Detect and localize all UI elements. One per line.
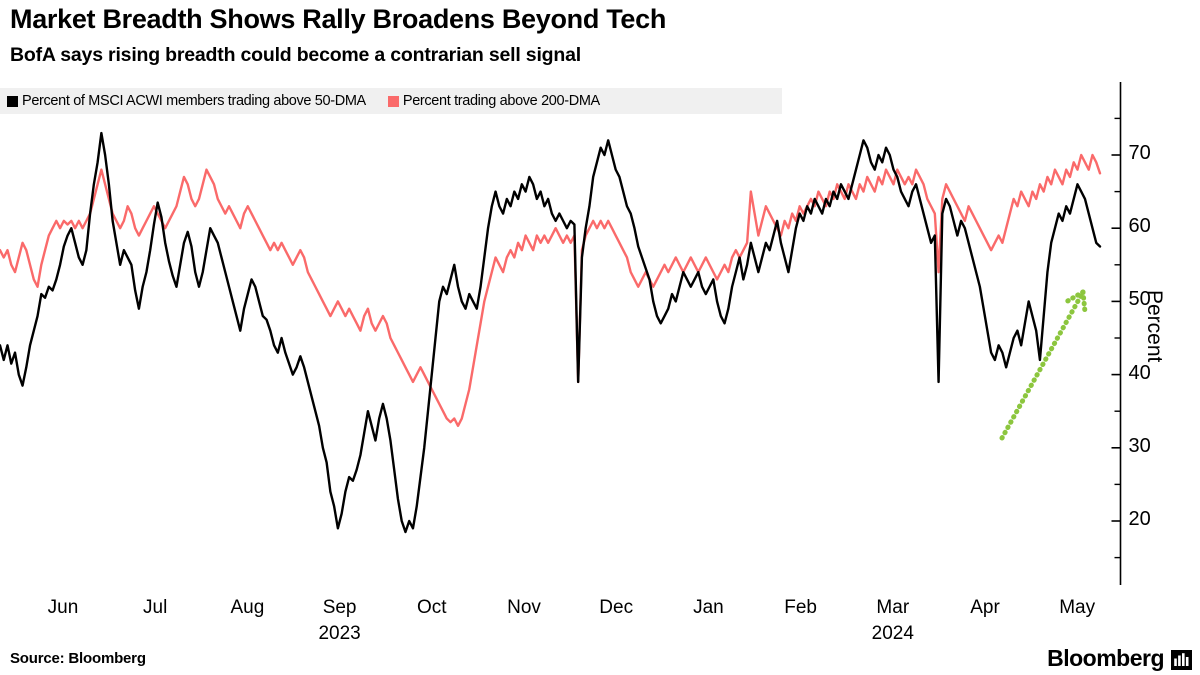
bloomberg-logo-icon xyxy=(1171,650,1192,670)
y-tick-label: 50 xyxy=(1128,288,1151,311)
x-tick-label: Jan xyxy=(693,597,724,618)
x-year-label: 2023 xyxy=(318,623,361,644)
arrow-head-left xyxy=(1063,289,1086,305)
series-200dma-group xyxy=(0,153,1102,428)
series-line-50dma xyxy=(0,131,1102,534)
x-tick-label: Apr xyxy=(970,597,1000,618)
x-tick-label: Oct xyxy=(417,597,447,618)
source-note: Source: Bloomberg xyxy=(10,650,146,667)
page-subtitle: BofA says rising breadth could become a … xyxy=(10,44,581,66)
x-tick-label: May xyxy=(1059,597,1096,618)
legend-label-50dma: Percent of MSCI ACWI members trading abo… xyxy=(22,93,366,109)
x-year-label: 2024 xyxy=(871,623,914,644)
x-tick-label: Jun xyxy=(47,597,79,618)
upward-trend-arrow xyxy=(999,289,1088,441)
legend-swatch-200dma xyxy=(387,95,399,107)
chart-legend: Percent of MSCI ACWI members trading abo… xyxy=(0,88,782,114)
x-tick-label: Aug xyxy=(230,597,265,618)
y-axis-title: Percent xyxy=(1143,290,1166,363)
x-tick-label: Jul xyxy=(143,597,168,618)
arrow-head-right xyxy=(1080,289,1088,315)
series-line-200dma xyxy=(0,153,1102,428)
series-50dma-group xyxy=(0,131,1102,534)
legend-item-50dma[interactable]: Percent of MSCI ACWI members trading abo… xyxy=(7,93,366,109)
x-tick-label: Feb xyxy=(784,597,817,618)
x-tick-label: Mar xyxy=(876,597,910,618)
y-tick-label: 70 xyxy=(1128,142,1151,164)
y-tick-label: 40 xyxy=(1128,361,1151,384)
x-tick-label: Sep xyxy=(322,597,357,618)
y-axis-ticks xyxy=(1111,117,1121,559)
legend-swatch-50dma xyxy=(7,95,18,107)
x-tick-label: Dec xyxy=(599,597,634,618)
x-tick-label: Nov xyxy=(507,597,541,618)
arrow-shaft xyxy=(999,289,1086,441)
y-tick-label: 20 xyxy=(1128,508,1151,530)
y-axis xyxy=(1111,82,1122,585)
legend-label-200dma: Percent trading above 200-DMA xyxy=(402,93,600,109)
y-tick-label: 60 xyxy=(1128,215,1151,238)
legend-item-200dma[interactable]: Percent trading above 200-DMA xyxy=(387,93,600,109)
bloomberg-wordmark: Bloomberg xyxy=(1047,645,1164,671)
page-title: Market Breadth Shows Rally Broadens Beyo… xyxy=(10,4,667,34)
y-tick-label: 30 xyxy=(1128,434,1151,457)
